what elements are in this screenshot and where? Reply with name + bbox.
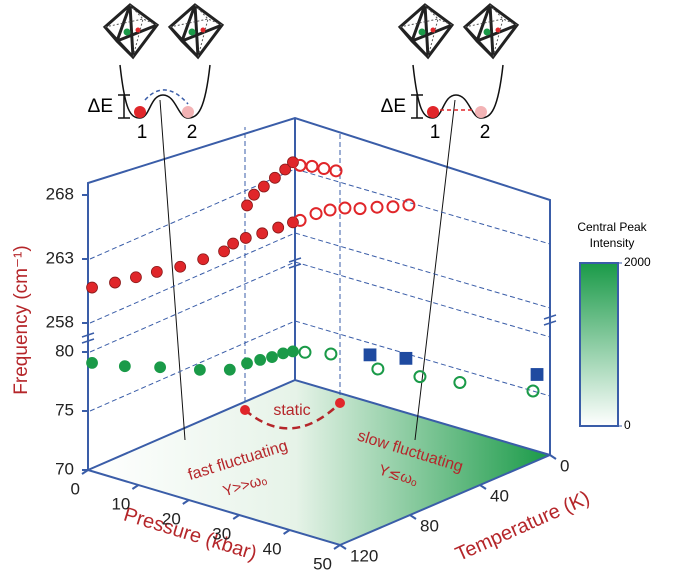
delta-e: ΔE xyxy=(381,96,406,117)
y-tick-label: 75 xyxy=(55,400,74,419)
tick-mark xyxy=(550,455,556,459)
data-point xyxy=(454,377,465,388)
colorbar-tick-label: 0 xyxy=(624,418,631,432)
tick-mark xyxy=(132,485,138,489)
temperature-tick-label: 0 xyxy=(560,456,569,475)
figure: ΔE 1 2 ΔE 1 2 static fast fluctuating Υ>… xyxy=(0,0,683,575)
data-point xyxy=(273,222,284,233)
data-point xyxy=(287,346,298,357)
data-point xyxy=(257,228,268,239)
data-point xyxy=(307,161,318,172)
colorbar-label: Central Peak xyxy=(577,220,647,234)
data-point xyxy=(151,266,162,277)
data-point xyxy=(130,272,141,283)
y-tick-label: 70 xyxy=(55,459,74,478)
data-point xyxy=(155,362,166,373)
y-tick-label: 258 xyxy=(46,312,74,331)
data-point xyxy=(240,232,251,243)
state-label: 2 xyxy=(187,122,198,143)
data-point xyxy=(119,361,130,372)
data-point xyxy=(242,200,253,211)
temperature-tick-label: 40 xyxy=(490,486,509,505)
data-point xyxy=(355,203,366,214)
y-tick-label: 80 xyxy=(55,341,74,360)
tick-mark xyxy=(340,545,346,549)
data-point xyxy=(249,189,260,200)
data-point xyxy=(278,348,289,359)
data-point xyxy=(372,202,383,213)
grid-line xyxy=(90,233,550,323)
tick-mark xyxy=(480,485,486,489)
data-point xyxy=(219,246,230,257)
data-point xyxy=(198,254,209,265)
pressure-tick-label: 0 xyxy=(71,479,80,498)
temperature-tick-label: 120 xyxy=(350,546,378,565)
data-point xyxy=(325,205,336,216)
tick-mark xyxy=(410,515,416,519)
temperature-tick-label: 80 xyxy=(420,516,439,535)
colorbar-label: Intensity xyxy=(590,236,635,250)
pressure-tick-label: 10 xyxy=(111,494,130,513)
delta-e: ΔE xyxy=(88,96,113,117)
data-point xyxy=(267,352,278,363)
data-point xyxy=(228,238,239,249)
y-axis-label: Frequency (cm⁻¹) xyxy=(11,245,32,394)
grid-line xyxy=(90,169,550,259)
colorbar xyxy=(580,263,618,426)
data-point xyxy=(325,348,336,359)
pressure-tick-label: 40 xyxy=(263,539,282,558)
data-point xyxy=(110,277,121,288)
temperature-label: Temperature (K) xyxy=(452,487,593,566)
tick-mark xyxy=(183,500,189,504)
data-point xyxy=(414,371,425,382)
state-label: 2 xyxy=(480,122,491,143)
data-point xyxy=(299,347,310,358)
data-point xyxy=(194,364,205,375)
data-point xyxy=(528,386,539,397)
colorbar-tick-label: 2000 xyxy=(624,255,651,269)
data-point xyxy=(255,354,266,365)
tick-mark xyxy=(233,515,239,519)
data-point xyxy=(387,201,398,212)
data-point xyxy=(87,282,98,293)
data-point xyxy=(403,200,414,211)
annotation: static xyxy=(273,402,310,419)
data-point xyxy=(339,203,350,214)
data-point xyxy=(269,172,280,183)
data-point xyxy=(224,364,235,375)
tick-mark xyxy=(334,545,340,549)
y-tick-label: 263 xyxy=(46,248,74,267)
pressure-tick-label: 50 xyxy=(313,554,332,573)
pressure-tick-label: 20 xyxy=(162,509,181,528)
data-point xyxy=(175,261,186,272)
state-label: 1 xyxy=(430,122,441,143)
pressure-tick-label: 30 xyxy=(212,524,231,543)
data-point xyxy=(287,217,298,228)
data-point xyxy=(364,349,376,361)
data-point xyxy=(311,208,322,219)
data-point xyxy=(372,363,383,374)
data-point xyxy=(258,181,269,192)
y-tick-label: 268 xyxy=(46,184,74,203)
data-point xyxy=(242,358,253,369)
data-point xyxy=(318,163,329,174)
tick-mark xyxy=(284,530,290,534)
state-label: 1 xyxy=(137,122,148,143)
data-point xyxy=(400,352,412,364)
data-point xyxy=(87,357,98,368)
data-point xyxy=(531,368,543,380)
